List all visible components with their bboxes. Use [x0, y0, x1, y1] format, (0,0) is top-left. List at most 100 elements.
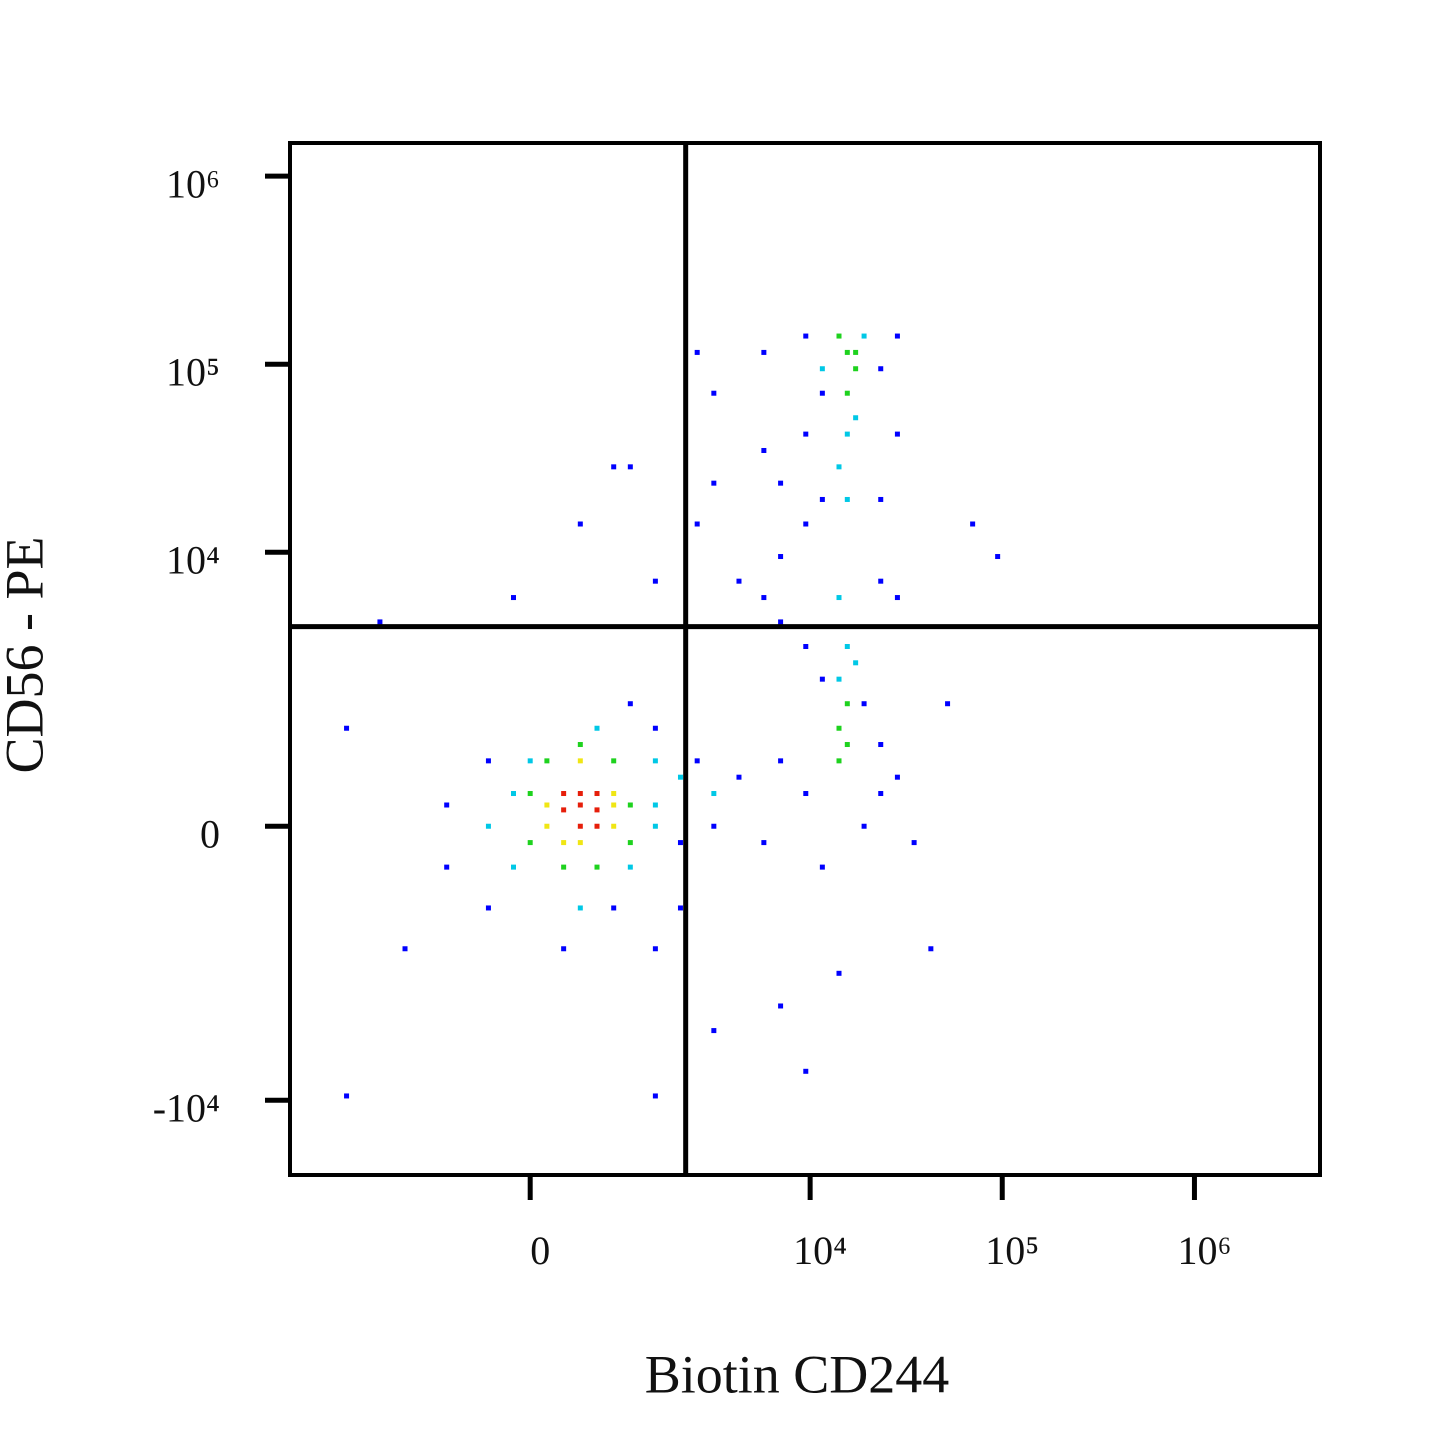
x-tick-label: 10⁵	[985, 1228, 1039, 1273]
event-dot	[577, 823, 583, 829]
event-dot	[844, 390, 850, 396]
event-dot	[844, 349, 850, 355]
event-dot	[819, 864, 825, 870]
event-dot	[928, 946, 934, 952]
event-dot	[594, 791, 600, 797]
event-dot	[652, 823, 658, 829]
event-dot	[819, 390, 825, 396]
event-dot	[853, 415, 859, 421]
event-dot	[803, 431, 809, 437]
event-dot	[945, 701, 951, 707]
event-dot	[485, 758, 491, 764]
event-dot	[803, 521, 809, 527]
event-dot	[577, 840, 583, 846]
event-dot	[694, 349, 700, 355]
event-dot	[836, 464, 842, 470]
x-tick-label: 10⁶	[1177, 1228, 1231, 1273]
event-dot	[861, 823, 867, 829]
event-dot	[694, 758, 700, 764]
event-dot	[402, 946, 408, 952]
y-axis-title: CD56 - PE	[0, 536, 54, 773]
event-dot	[694, 521, 700, 527]
event-dot	[652, 1093, 658, 1099]
event-dot	[853, 349, 859, 355]
event-dot	[611, 802, 617, 808]
y-tick-label: 0	[200, 811, 220, 856]
event-dot	[819, 676, 825, 682]
event-dot	[652, 578, 658, 584]
event-dot	[878, 496, 884, 502]
event-dot	[611, 791, 617, 797]
event-dot	[778, 758, 784, 764]
event-dot	[544, 758, 550, 764]
event-dot	[627, 840, 633, 846]
event-dot	[577, 758, 583, 764]
event-dot	[594, 823, 600, 829]
event-dot	[527, 791, 533, 797]
event-dot	[844, 701, 850, 707]
event-dot	[677, 774, 683, 780]
event-dot	[444, 864, 450, 870]
event-dot	[561, 864, 567, 870]
event-dot	[510, 791, 516, 797]
event-dot	[711, 480, 717, 486]
x-axis-title: Biotin CD244	[645, 1344, 950, 1404]
event-dot	[761, 349, 767, 355]
event-dot	[836, 970, 842, 976]
event-dot	[561, 807, 567, 813]
event-dot	[894, 431, 900, 437]
event-dot	[819, 366, 825, 372]
event-dot	[594, 725, 600, 731]
event-dot	[627, 864, 633, 870]
event-dot	[778, 554, 784, 560]
event-dot	[544, 802, 550, 808]
event-dot	[594, 864, 600, 870]
event-dot	[970, 521, 976, 527]
event-dot	[894, 774, 900, 780]
event-dot	[803, 644, 809, 650]
event-dot	[836, 595, 842, 601]
event-dot	[677, 905, 683, 911]
event-dot	[652, 758, 658, 764]
event-dot	[577, 802, 583, 808]
event-dot	[627, 701, 633, 707]
event-dot	[711, 823, 717, 829]
event-dot	[894, 333, 900, 339]
event-dot	[594, 807, 600, 813]
event-dot	[853, 660, 859, 666]
event-dot	[803, 333, 809, 339]
event-dot	[652, 802, 658, 808]
event-dot	[527, 758, 533, 764]
event-dot	[627, 464, 633, 470]
event-dot	[485, 905, 491, 911]
x-tick-label: 10⁴	[793, 1228, 847, 1273]
event-dot	[761, 840, 767, 846]
event-dot	[844, 431, 850, 437]
event-dot	[803, 791, 809, 797]
event-dot	[778, 480, 784, 486]
event-dot	[444, 802, 450, 808]
event-dot	[561, 946, 567, 952]
event-dot	[611, 905, 617, 911]
event-dot	[778, 619, 784, 625]
event-dot	[711, 390, 717, 396]
event-dot	[344, 1093, 350, 1099]
event-dot	[861, 333, 867, 339]
event-dot	[485, 823, 491, 829]
event-dot	[561, 791, 567, 797]
event-dot	[711, 791, 717, 797]
event-dot	[844, 496, 850, 502]
event-dot	[611, 823, 617, 829]
event-dot	[510, 595, 516, 601]
event-dot	[652, 946, 658, 952]
event-dot	[836, 758, 842, 764]
event-dot	[736, 578, 742, 584]
event-dot	[861, 701, 867, 707]
event-dot	[611, 758, 617, 764]
event-dot	[761, 447, 767, 453]
event-dot	[561, 840, 567, 846]
y-tick-label: 10⁶	[166, 161, 220, 206]
event-dot	[894, 595, 900, 601]
event-dot	[836, 333, 842, 339]
